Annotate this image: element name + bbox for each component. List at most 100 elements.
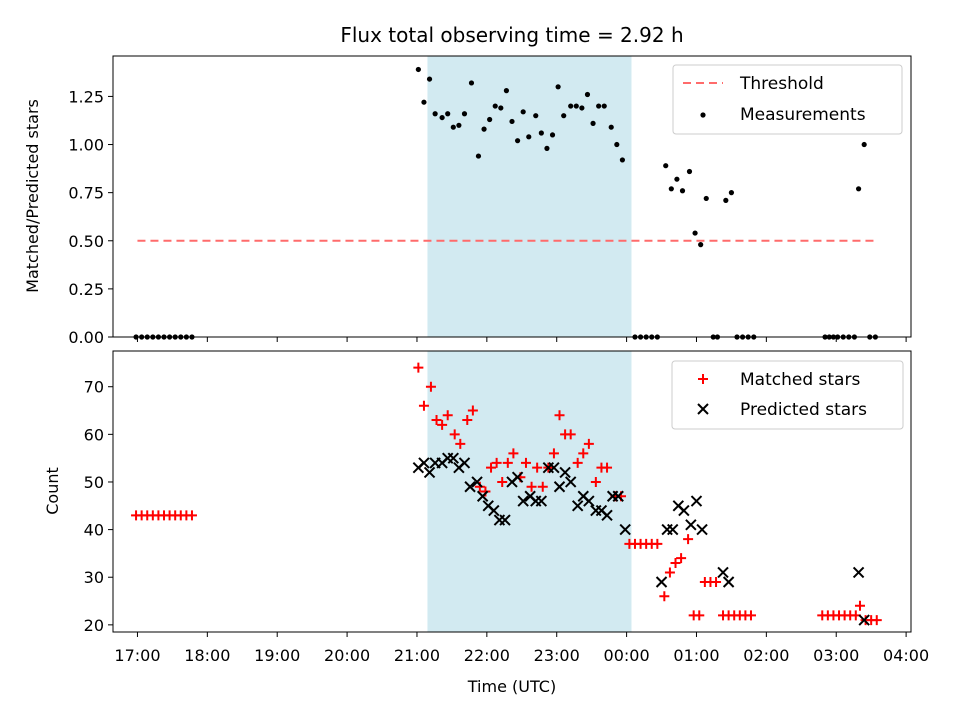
predicted-star-point	[471, 476, 483, 488]
measurement-point	[520, 109, 526, 115]
x-tick-label: 18:00	[184, 646, 230, 665]
measurement-point	[728, 190, 735, 196]
matched-star-point	[694, 610, 705, 621]
matched-stars-points	[131, 362, 882, 626]
matched-star-point	[431, 415, 442, 426]
legend-measurements-label: Measurements	[740, 105, 866, 125]
matched-star-point	[572, 457, 583, 468]
ratio-y-axis: 0.00 0.25 0.50 0.75 1.00 1.25	[68, 87, 113, 347]
predicted-star-point	[601, 509, 613, 522]
matched-star-point	[497, 476, 508, 487]
matched-star-point	[871, 615, 882, 626]
matched-star-point	[467, 405, 478, 416]
measurement-point	[544, 145, 550, 151]
measurement-point	[663, 163, 669, 169]
measurement-point	[445, 111, 451, 117]
y-tick-label: 50	[84, 473, 104, 492]
y-tick-label: 1.00	[68, 136, 104, 155]
legend-matched-label: Matched stars	[740, 370, 860, 390]
measurement-point	[492, 103, 498, 109]
ratio-x-ticks	[136, 337, 907, 342]
legend-predicted-label: Predicted stars	[740, 400, 867, 420]
ratio-panel: 0.00 0.25 0.50 0.75 1.00 1.25 Matched/Predict…	[23, 55, 912, 347]
predicted-star-point	[722, 576, 735, 588]
predicted-star-point	[535, 495, 548, 507]
predicted-star-point	[571, 500, 584, 512]
x-tick-label: 04:00	[883, 646, 929, 665]
legend-x-marker	[697, 403, 709, 415]
measurement-point	[555, 84, 561, 90]
matched-star-point	[508, 448, 519, 459]
x-tick-label: 21:00	[394, 646, 440, 665]
measurement-point	[509, 118, 515, 125]
count-y-label: Count	[43, 467, 62, 515]
matched-star-point	[532, 462, 543, 473]
x-tick-label: 19:00	[254, 646, 300, 665]
count-y-axis: 20 30 40 50 60 70	[84, 378, 113, 635]
measurement-point	[679, 188, 686, 194]
measurement-point	[450, 124, 456, 130]
x-axis-label: Time (UTC)	[467, 677, 556, 696]
measurement-point	[596, 103, 602, 109]
measurement-point	[456, 122, 462, 128]
measurement-point	[698, 242, 704, 248]
x-tick-label: 22:00	[464, 646, 510, 665]
y-tick-label: 20	[84, 616, 104, 635]
predicted-star-point	[612, 490, 624, 502]
matched-star-point	[590, 476, 601, 487]
predicted-star-point	[690, 495, 703, 507]
x-tick-label: 01:00	[673, 646, 719, 665]
measurement-point	[692, 230, 698, 236]
matched-star-point	[520, 457, 531, 468]
x-tick-label: 20:00	[324, 646, 370, 665]
measurement-point	[579, 105, 585, 111]
measurement-point	[415, 66, 421, 73]
measurement-point	[498, 105, 504, 111]
predicted-star-point	[564, 476, 577, 488]
measurement-point	[549, 132, 556, 138]
matched-star-point	[854, 600, 865, 611]
measurement-point	[533, 113, 539, 119]
legend-matched-swatch	[698, 374, 708, 384]
matched-star-point	[526, 481, 537, 492]
matched-star-point	[565, 429, 576, 440]
matched-star-point	[462, 415, 473, 426]
matched-star-point	[554, 410, 565, 421]
measurement-point	[538, 130, 544, 136]
measurement-point	[601, 103, 607, 109]
measurement-point	[461, 111, 468, 117]
y-tick-label: 1.25	[68, 87, 104, 106]
matched-star-point	[711, 576, 722, 587]
matched-star-point	[652, 538, 663, 549]
x-tick-label: 00:00	[604, 646, 650, 665]
measurement-point	[503, 88, 510, 94]
measurement-point	[475, 153, 482, 159]
measurement-point	[590, 120, 596, 126]
measurement-point	[861, 141, 867, 148]
measurement-point	[468, 80, 475, 86]
y-tick-label: 0.00	[68, 328, 104, 347]
legend-measurements-swatch	[700, 112, 706, 118]
measurement-point	[526, 134, 532, 140]
predicted-stars-points	[412, 452, 870, 626]
measurement-point	[432, 111, 438, 117]
legend-threshold-label: Threshold	[739, 74, 824, 94]
y-tick-label: 60	[84, 425, 104, 444]
count-legend: Matched stars Predicted stars	[671, 360, 904, 430]
matched-star-point	[413, 362, 424, 373]
predicted-star-point	[499, 514, 511, 526]
measurement-point	[573, 103, 579, 109]
matched-star-point	[449, 429, 460, 440]
predicted-star-point	[696, 523, 708, 536]
time-x-axis: 17:00 18:00 19:00 20:00 21:00 22:00 23:00 00:00…	[114, 632, 929, 665]
predicted-star-point	[559, 466, 571, 479]
matched-star-point	[676, 553, 687, 564]
matched-star-point	[683, 534, 694, 545]
legend-plus-marker	[698, 374, 708, 384]
measurement-point	[421, 99, 427, 105]
predicted-star-point	[655, 576, 668, 588]
predicted-star-point	[858, 614, 870, 626]
measurement-point	[481, 126, 487, 132]
predicted-star-point	[619, 523, 631, 536]
measurement-point	[723, 197, 729, 203]
